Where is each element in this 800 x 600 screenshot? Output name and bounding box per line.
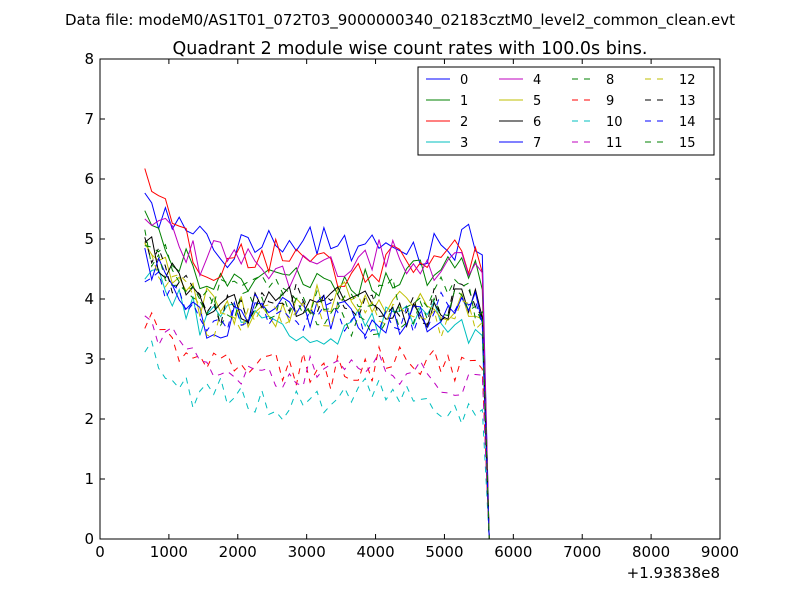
y-tick-label: 7 [84,110,94,128]
y-tick-label: 3 [84,350,94,368]
y-tick-label: 1 [84,470,94,488]
legend-label-8: 8 [606,73,614,88]
y-tick-label: 5 [84,230,94,248]
series-line-5 [144,242,490,540]
x-offset-label: +1.93838e8 [627,564,720,582]
chart-suptitle: Data file: modeM0/AS1T01_072T03_90000003… [65,11,735,30]
y-tick-label: 6 [84,170,94,188]
series-line-11 [144,315,490,540]
y-tick-label: 2 [84,410,94,428]
legend-label-5: 5 [533,94,541,109]
legend-label-11: 11 [606,136,623,151]
legend-label-14: 14 [679,115,696,130]
series-line-3 [144,268,490,540]
x-tick-label: 0 [95,543,105,561]
chart-title: Quadrant 2 module wise count rates with … [173,39,648,59]
series-line-13 [144,237,490,540]
y-tick-label: 0 [84,530,94,548]
x-tick-label: 3000 [288,543,326,561]
series-line-2 [144,168,490,540]
legend-label-15: 15 [679,136,696,151]
x-tick-label: 7000 [563,543,601,561]
legend-label-6: 6 [533,115,541,130]
y-tick-label: 4 [84,290,94,308]
legend-label-9: 9 [606,94,614,109]
y-tick-label: 8 [84,50,94,68]
axis-ticks: 0 1000 2000 3000 4000 5000 6000 7000 8000 9000012… [84,50,739,561]
x-tick-label: 6000 [494,543,532,561]
legend-label-4: 4 [533,73,541,88]
series-line-14 [144,271,490,540]
series-line-12 [144,243,490,540]
series-line-4 [144,217,490,540]
legend-label-12: 12 [679,73,696,88]
legend-label-13: 13 [679,94,696,109]
legend-label-2: 2 [460,115,468,130]
series-line-1 [144,210,490,540]
series-line-8 [144,229,490,540]
x-tick-label: 9000 [701,543,739,561]
legend-box [417,66,715,156]
legend-label-10: 10 [606,115,623,130]
series-line-9 [144,311,490,540]
series-layer [144,168,490,540]
series-line-7 [144,247,490,540]
series-line-10 [144,340,490,540]
x-tick-label: 4000 [356,543,394,561]
x-tick-label: 2000 [219,543,257,561]
x-tick-label: 1000 [150,543,188,561]
legend-label-1: 1 [460,94,468,109]
legend-label-7: 7 [533,136,541,151]
x-tick-label: 5000 [425,543,463,561]
legend-label-3: 3 [460,136,468,151]
x-tick-label: 8000 [632,543,670,561]
series-line-15 [144,243,490,540]
legend-label-0: 0 [460,73,468,88]
